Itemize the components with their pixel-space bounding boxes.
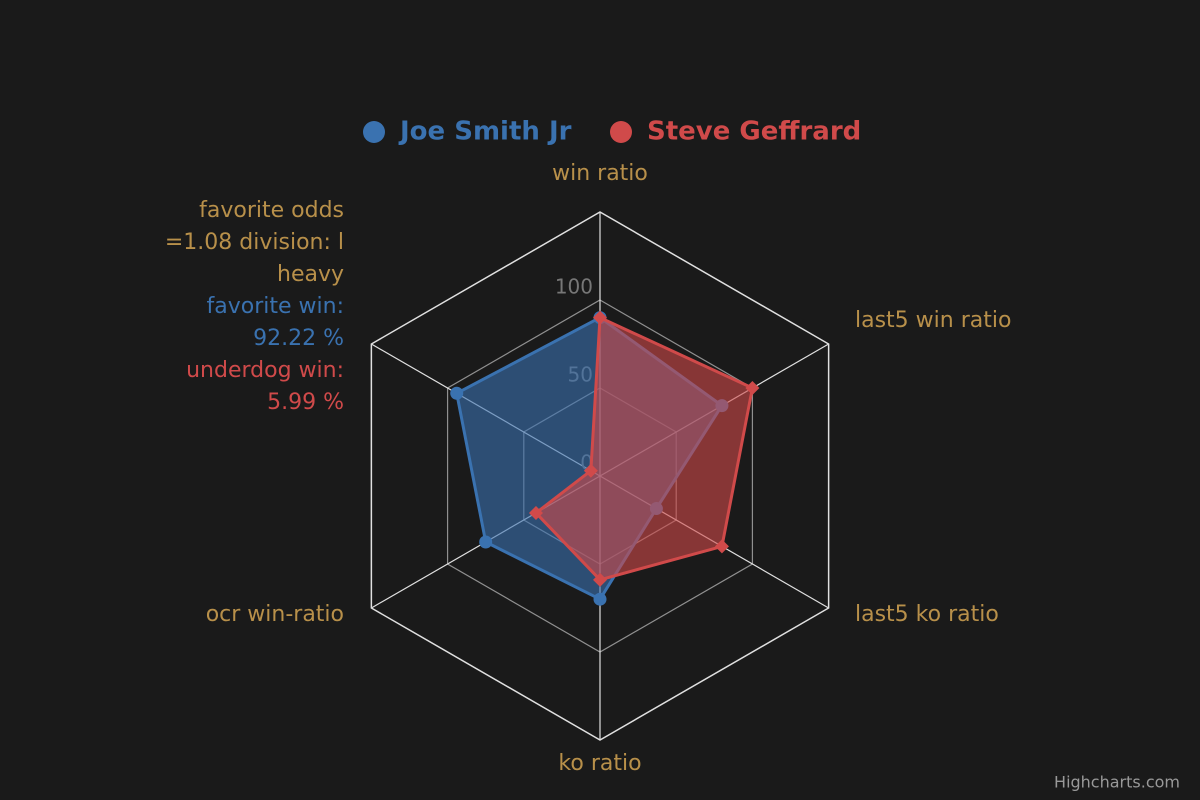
point [528,505,543,520]
credits: Highcharts.com [1054,773,1180,792]
point [479,535,493,549]
y-tick-label: 100 [555,275,593,299]
legend-label[interactable]: Steve Geffrard [647,117,861,147]
point [714,539,729,554]
point [593,572,607,587]
legend-marker[interactable] [610,121,632,143]
category-label-part: favorite win: 92.22 % [206,294,344,351]
category-label: ocr win-ratio [206,602,344,627]
category-label-part: favorite odds =1.08 division: l heavy [164,198,344,287]
point [583,463,598,478]
point [593,310,607,325]
category-label: win ratio [552,161,648,186]
category-label: favorite odds =1.08 division: l heavy fav… [154,195,344,419]
point [593,592,607,606]
category-label: last5 ko ratio [855,602,999,627]
legend-label[interactable]: Joe Smith Jr [398,117,572,147]
point [450,386,464,400]
category-label-part: underdog win: 5.99 % [186,358,344,415]
point [745,381,760,395]
legend-marker[interactable] [363,121,385,143]
category-label: ko ratio [558,751,641,776]
category-label: last5 win ratio [855,308,1011,333]
